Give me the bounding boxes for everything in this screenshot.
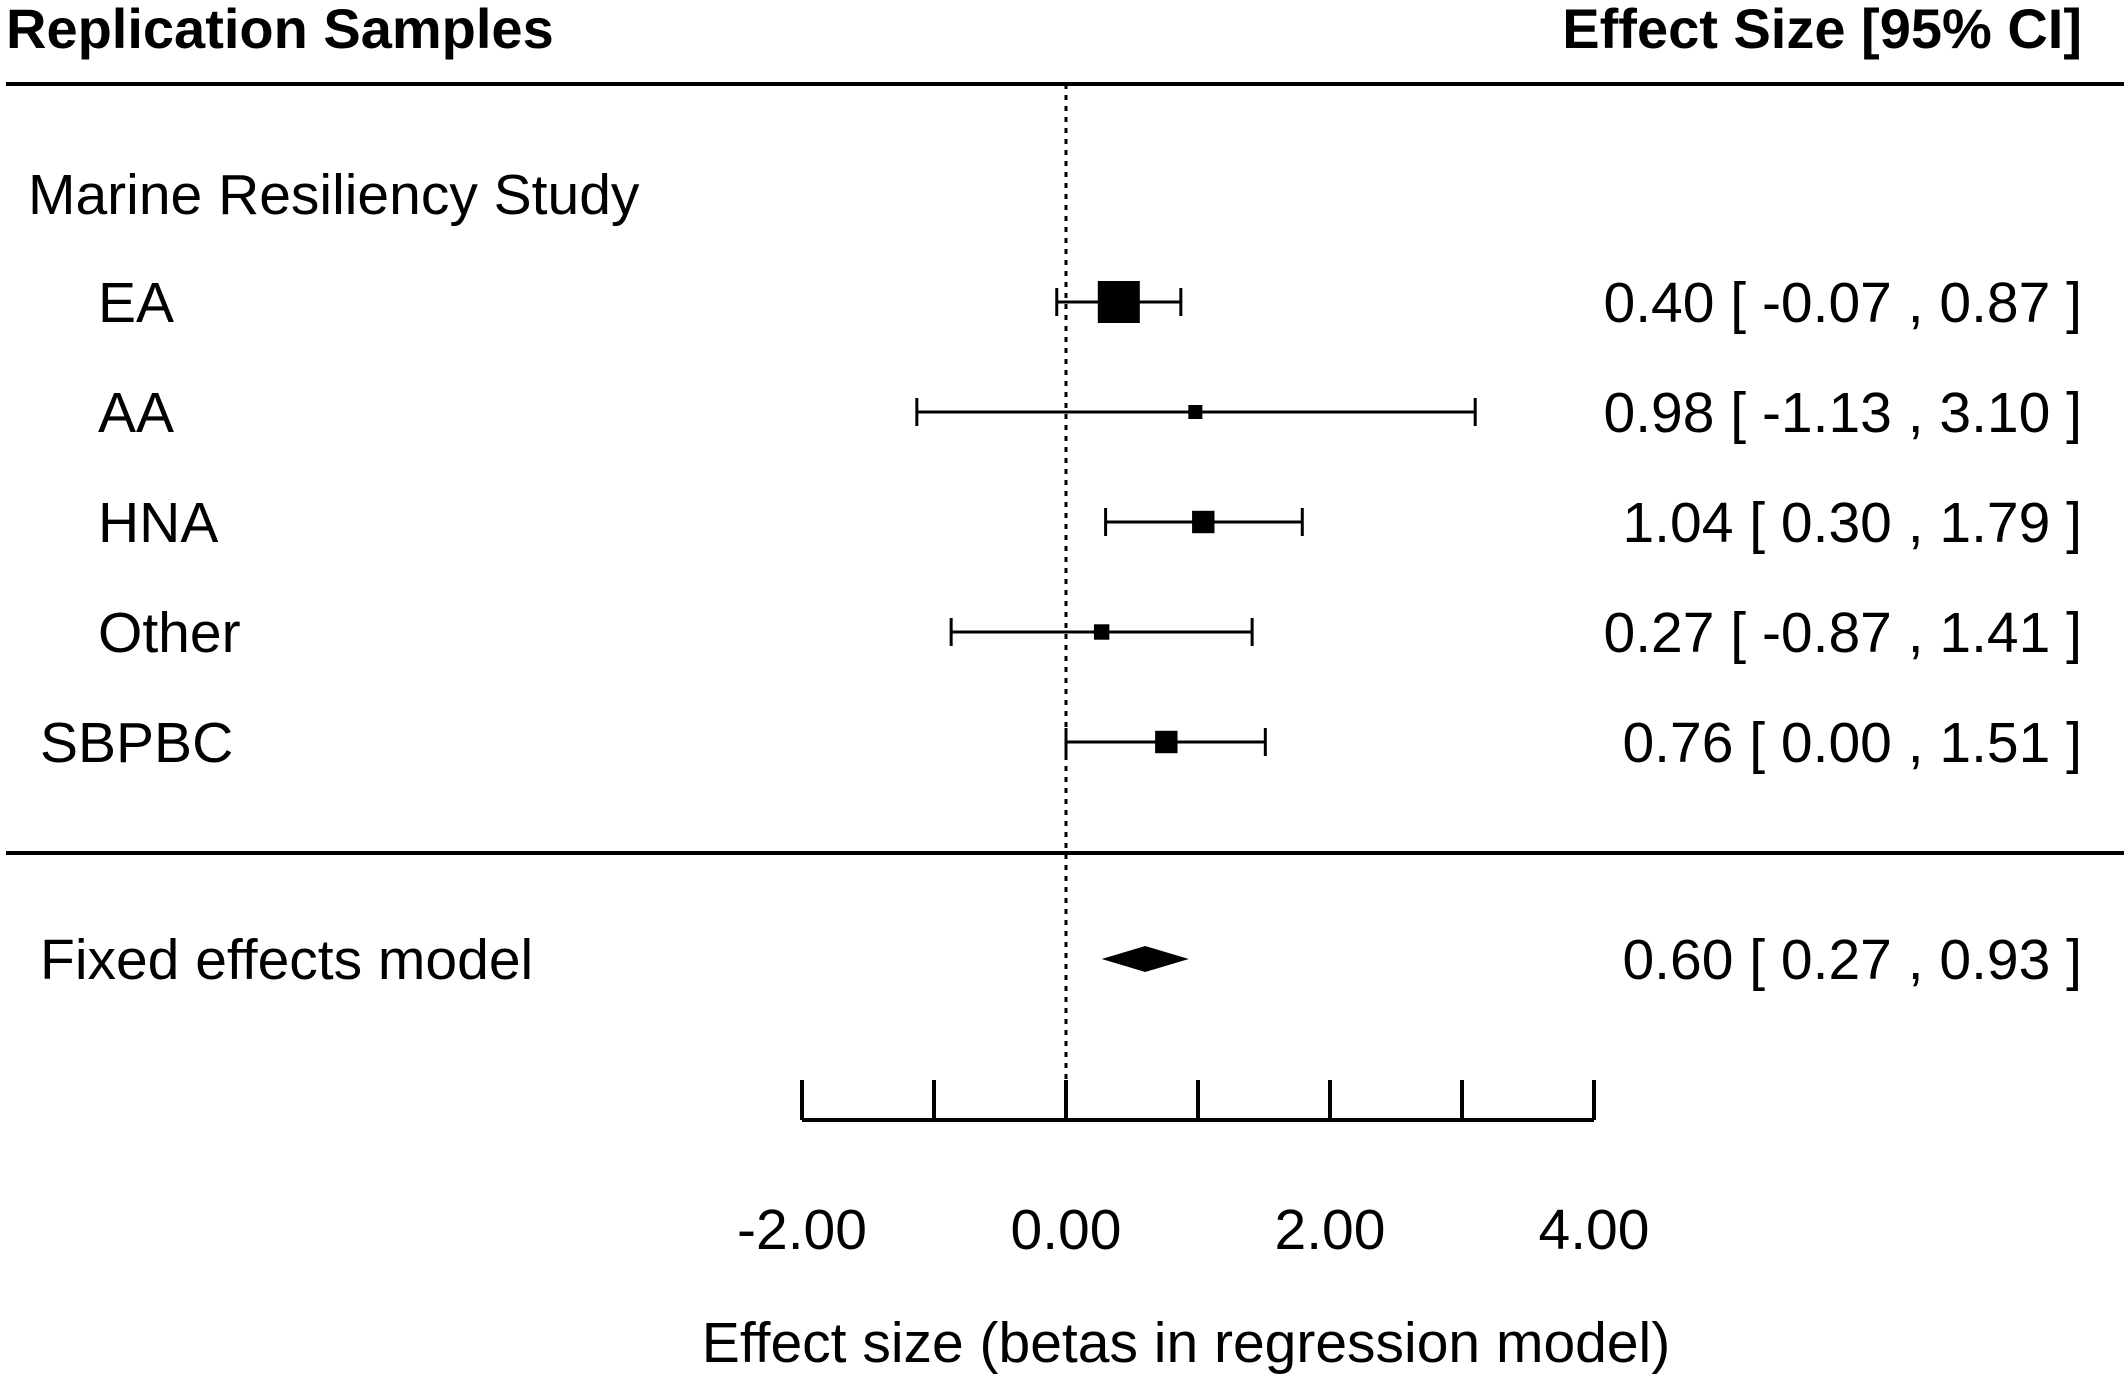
estimate-square (1097, 281, 1140, 323)
study-label: Other (98, 601, 241, 665)
estimate-square (1188, 405, 1203, 419)
estimate-square (1155, 730, 1178, 754)
study-label: HNA (98, 491, 218, 555)
study-ci-text: 0.98 [ -1.13 , 3.10 ] (1604, 381, 2083, 445)
estimate-square (1093, 624, 1110, 640)
x-axis: -2.00 0.00 2.00 4.00 (737, 1080, 1649, 1262)
study-ci-text: 0.27 [ -0.87 , 1.41 ] (1604, 601, 2083, 665)
x-tick-label: -2.00 (737, 1198, 867, 1262)
summary-label: Fixed effects model (40, 928, 533, 992)
study-row: HNA 1.04 [ 0.30 , 1.79 ] (98, 491, 2082, 555)
study-row: Other 0.27 [ -0.87 , 1.41 ] (98, 601, 2082, 665)
summary-diamond (1101, 946, 1189, 972)
study-label: EA (98, 271, 174, 335)
study-ci-text: 1.04 [ 0.30 , 1.79 ] (1622, 491, 2082, 555)
study-label: AA (98, 381, 174, 445)
summary-ci-text: 0.60 [ 0.27 , 0.93 ] (1622, 928, 2082, 992)
header-right: Effect Size [95% CI] (1562, 0, 2082, 60)
study-ci-text: 0.40 [ -0.07 , 0.87 ] (1604, 271, 2083, 335)
x-tick-label: 4.00 (1539, 1198, 1650, 1262)
study-row: EA 0.40 [ -0.07 , 0.87 ] (98, 271, 2082, 335)
group-label: Marine Resiliency Study (28, 163, 640, 227)
study-rows: EA 0.40 [ -0.07 , 0.87 ] AA 0.98 [ -1.13 , … (40, 271, 2082, 775)
study-label: SBPBC (40, 711, 233, 775)
x-tick-label: 0.00 (1011, 1198, 1122, 1262)
study-ci-text: 0.76 [ 0.00 , 1.51 ] (1622, 711, 2082, 775)
header-left: Replication Samples (6, 0, 554, 60)
study-row: SBPBC 0.76 [ 0.00 , 1.51 ] (40, 711, 2082, 775)
study-row: AA 0.98 [ -1.13 , 3.10 ] (98, 381, 2082, 445)
summary-row: Fixed effects model 0.60 [ 0.27 , 0.93 ] (40, 928, 2082, 992)
x-tick-label: 2.00 (1275, 1198, 1386, 1262)
estimate-square (1192, 510, 1215, 534)
x-axis-title: Effect size (betas in regression model) (702, 1311, 1670, 1375)
